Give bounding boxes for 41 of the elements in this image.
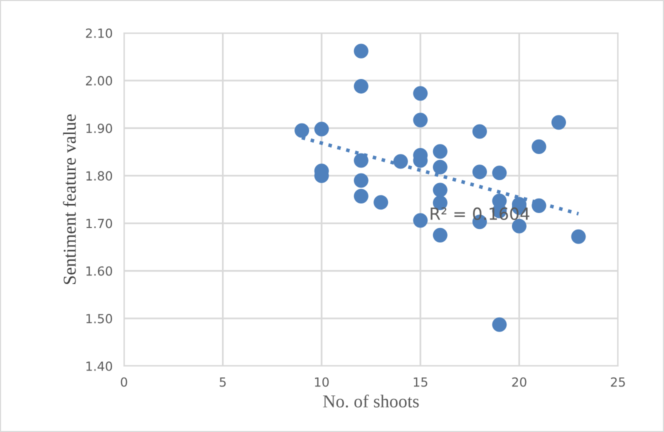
point (432, 160, 448, 174)
point (354, 78, 368, 94)
point (512, 218, 526, 234)
point (472, 164, 487, 180)
y-tick-label: 1.60 (86, 266, 112, 276)
y-tick-label: 1.50 (86, 314, 112, 324)
point (413, 112, 428, 128)
point (374, 195, 388, 210)
point (354, 188, 368, 204)
point (532, 198, 546, 213)
y-axis-title: Sentiment feature value (62, 114, 76, 284)
point (492, 166, 507, 180)
y-tick-label: 1.70 (86, 218, 112, 228)
y-tick-label: 2.00 (86, 76, 112, 86)
point (432, 182, 448, 198)
y-tick-label: 1.80 (86, 171, 112, 181)
point (472, 124, 487, 139)
point (432, 228, 448, 242)
point (551, 115, 566, 130)
point (492, 317, 507, 332)
x-axis-title: No. of shoots (323, 394, 419, 408)
x-tick-label: 20 (512, 377, 526, 387)
point (432, 144, 448, 159)
point (393, 154, 408, 169)
point (571, 229, 586, 244)
y-tick-label: 1.90 (86, 124, 112, 134)
y-tick-label: 2.10 (86, 28, 112, 38)
point (413, 213, 428, 228)
point (532, 139, 546, 154)
y-tick-label: 1.40 (86, 361, 112, 371)
x-tick-label: 25 (610, 377, 625, 387)
point (354, 173, 368, 188)
x-tick-label: 0 (120, 377, 128, 387)
point (413, 86, 428, 101)
x-tick-label: 15 (414, 377, 428, 387)
x-tick-label: 10 (315, 377, 329, 387)
point (354, 44, 368, 58)
x-tick-label: 5 (220, 377, 226, 387)
point (294, 123, 310, 138)
point (354, 153, 368, 168)
point (314, 122, 329, 136)
